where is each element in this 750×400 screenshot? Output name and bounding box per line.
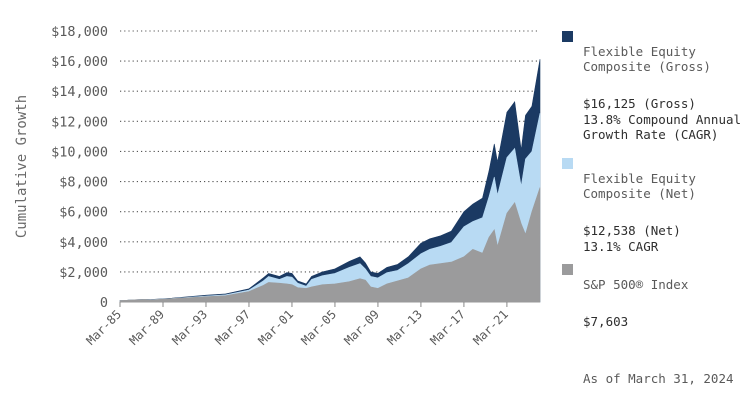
legend-name-net: Flexible Equity Composite (Net): [583, 170, 696, 202]
legend-swatch-sp500: [562, 264, 573, 275]
x-tick-label: Mar-09: [341, 307, 382, 348]
area-sp500: [119, 187, 541, 303]
x-tick-label: Mar-01: [256, 307, 297, 348]
area-gross: [119, 59, 541, 303]
y-tick-label: $8,000: [59, 175, 108, 191]
legend-name-gross: Flexible Equity Composite (Gross): [583, 43, 711, 75]
area-net: [119, 113, 541, 303]
legend-value-net: $12,538 (Net) 13.1% CAGR: [583, 223, 681, 254]
x-axis-ticks: Mar-85 Mar-89 Mar-93 Mar-97 Mar-01 Mar-05 Mar-…: [84, 302, 511, 348]
x-tick-label: Mar-05: [299, 307, 340, 348]
y-tick-label: $14,000: [51, 84, 108, 100]
y-tick-label: $18,000: [51, 24, 108, 40]
y-tick-label: $4,000: [59, 235, 108, 251]
y-axis-label: Cumulative Growth: [14, 95, 30, 238]
y-tick-label: $2,000: [59, 265, 108, 281]
x-tick-label: Mar-89: [127, 307, 168, 348]
as-of-date: As of March 31, 2024: [583, 371, 734, 386]
legend-swatch-gross: [562, 31, 573, 42]
x-tick-label: Mar-17: [427, 307, 468, 348]
legend-value-sp500: $7,603: [583, 313, 629, 329]
cumulative-growth-chart: $18,000 $16,000 $14,000 $12,000 $10,000 $8,00…: [14, 24, 541, 348]
x-tick-label: Mar-97: [213, 307, 254, 348]
legend-name-sp500: S&P 500® Index: [583, 276, 689, 292]
y-tick-label: $16,000: [51, 54, 108, 70]
x-tick-label: Mar-13: [384, 307, 425, 348]
legend-swatch-net: [562, 158, 573, 169]
y-axis-ticks: $18,000 $16,000 $14,000 $12,000 $10,000 $8,00…: [51, 24, 108, 311]
x-tick-label: Mar-85: [84, 307, 125, 348]
legend-value-gross: $16,125 (Gross) 13.8% Compound Annual Gr…: [583, 96, 742, 142]
y-tick-label: $10,000: [51, 144, 108, 160]
x-tick-label: Mar-93: [170, 307, 211, 348]
y-tick-label: $6,000: [59, 205, 108, 221]
area-series: [119, 59, 541, 303]
y-tick-label: $12,000: [51, 114, 108, 130]
y-tick-label: 0: [100, 295, 108, 311]
x-tick-label: Mar-21: [470, 307, 511, 348]
